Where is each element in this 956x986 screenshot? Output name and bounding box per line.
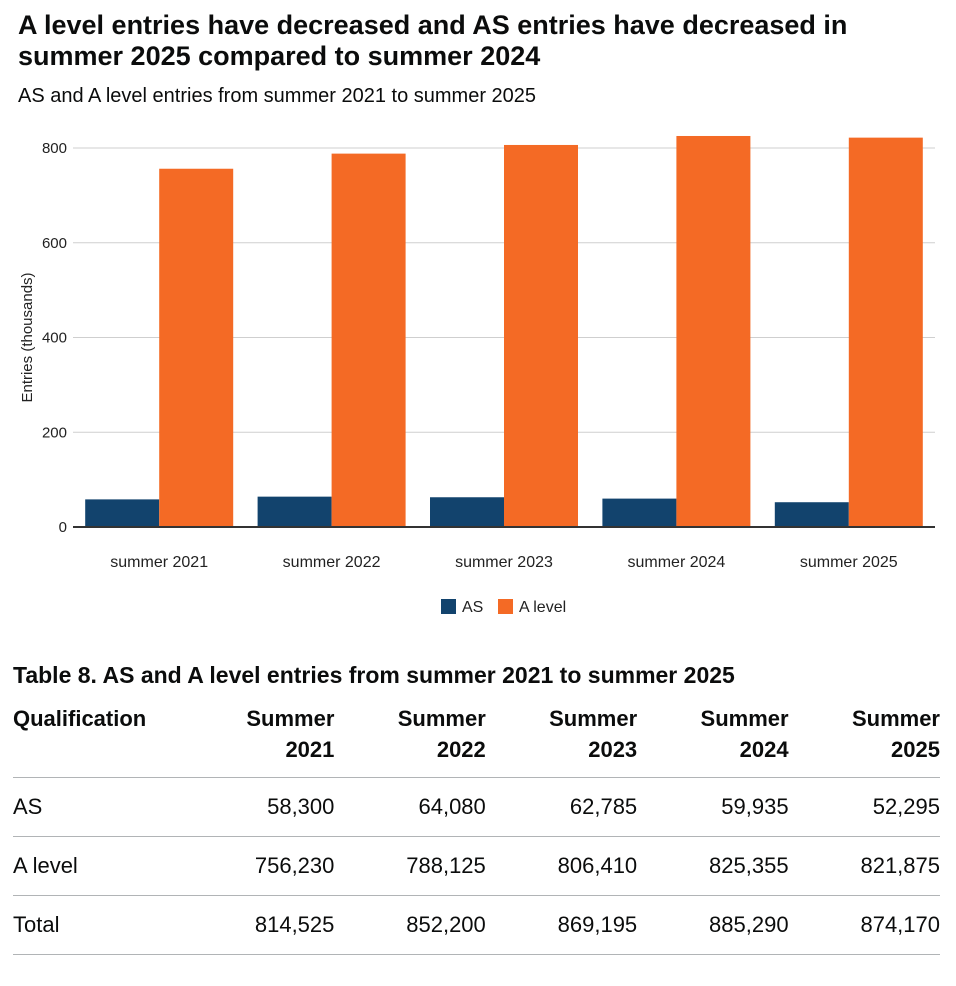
bar-as	[774, 502, 849, 527]
table-cell: 52,295	[788, 777, 940, 837]
y-tick-label: 200	[42, 424, 67, 441]
header-summer-2024: Summer 2024	[637, 703, 789, 778]
bar-as	[602, 498, 677, 527]
table-cell: 814,525	[183, 895, 335, 955]
y-tick-label: 600	[42, 235, 67, 252]
bar-as	[257, 496, 332, 527]
y-tick-label: 800	[42, 140, 67, 157]
table-cell: 885,290	[637, 895, 789, 955]
table-cell: 64,080	[334, 777, 486, 837]
header-summer-2022: Summer 2022	[334, 703, 486, 778]
header-summer-2025: Summer 2025	[788, 703, 940, 778]
x-tick-label: summer 2022	[283, 554, 381, 571]
bar-a-level	[848, 137, 923, 527]
bar-a-level	[504, 144, 578, 527]
x-tick-label: summer 2023	[455, 554, 553, 571]
bar-chart: 0 200 400 600 800 Entries (thousands) summer 2…	[19, 135, 935, 616]
table-cell: 874,170	[788, 895, 940, 955]
table-row: AS 58,300 64,080 62,785 59,935 52,295	[13, 777, 940, 837]
table-cell: A level	[13, 836, 183, 896]
table-cell: AS	[13, 777, 183, 837]
legend-swatch	[498, 599, 513, 614]
table-caption: Table 8. AS and A level entries from sum…	[13, 662, 735, 688]
bar-a-level	[159, 168, 234, 528]
x-tick-label: summer 2024	[627, 554, 725, 571]
y-axis-label: Entries (thousands)	[19, 272, 36, 402]
legend-label: AS	[462, 599, 483, 616]
table-cell: 62,785	[485, 777, 638, 837]
legend-swatch	[441, 599, 456, 614]
table-row: Total 814,525 852,200 869,195 885,290 87…	[13, 895, 940, 955]
y-tick-label: 400	[42, 330, 67, 347]
header-qualification: Qualification	[13, 703, 183, 778]
chart-title: A level entries have decreased and AS en…	[18, 10, 848, 71]
y-tick-label: 0	[59, 519, 67, 536]
header-summer-2021: Summer 2021	[183, 703, 335, 778]
bar-as	[430, 497, 504, 527]
bar-a-level	[676, 135, 751, 527]
table-cell: 806,410	[485, 836, 638, 896]
table-cell: 869,195	[485, 895, 638, 955]
legend-label: A level	[519, 599, 566, 616]
x-tick-label: summer 2025	[800, 554, 898, 571]
header-summer-2023: Summer 2023	[485, 703, 638, 778]
table-cell: 788,125	[334, 836, 486, 896]
table-row: A level 756,230 788,125 806,410 825,355 …	[13, 836, 940, 896]
x-tick-label: summer 2021	[110, 554, 208, 571]
table-cell: 58,300	[183, 777, 335, 837]
table-cell: 825,355	[637, 836, 789, 896]
table-header-row: Qualification Summer 2021 Summer 2022 Summ…	[13, 703, 940, 778]
table-cell: 852,200	[334, 895, 486, 955]
table-cell: Total	[13, 895, 183, 955]
chart-subtitle: AS and A level entries from summer 2021 …	[18, 85, 537, 107]
table-cell: 756,230	[183, 836, 335, 896]
bar-as	[85, 499, 160, 527]
table-cell: 821,875	[788, 836, 940, 896]
entries-table: Qualification Summer 2021 Summer 2022 Summ…	[13, 703, 940, 955]
table-cell: 59,935	[637, 777, 789, 837]
bar-a-level	[331, 153, 406, 527]
